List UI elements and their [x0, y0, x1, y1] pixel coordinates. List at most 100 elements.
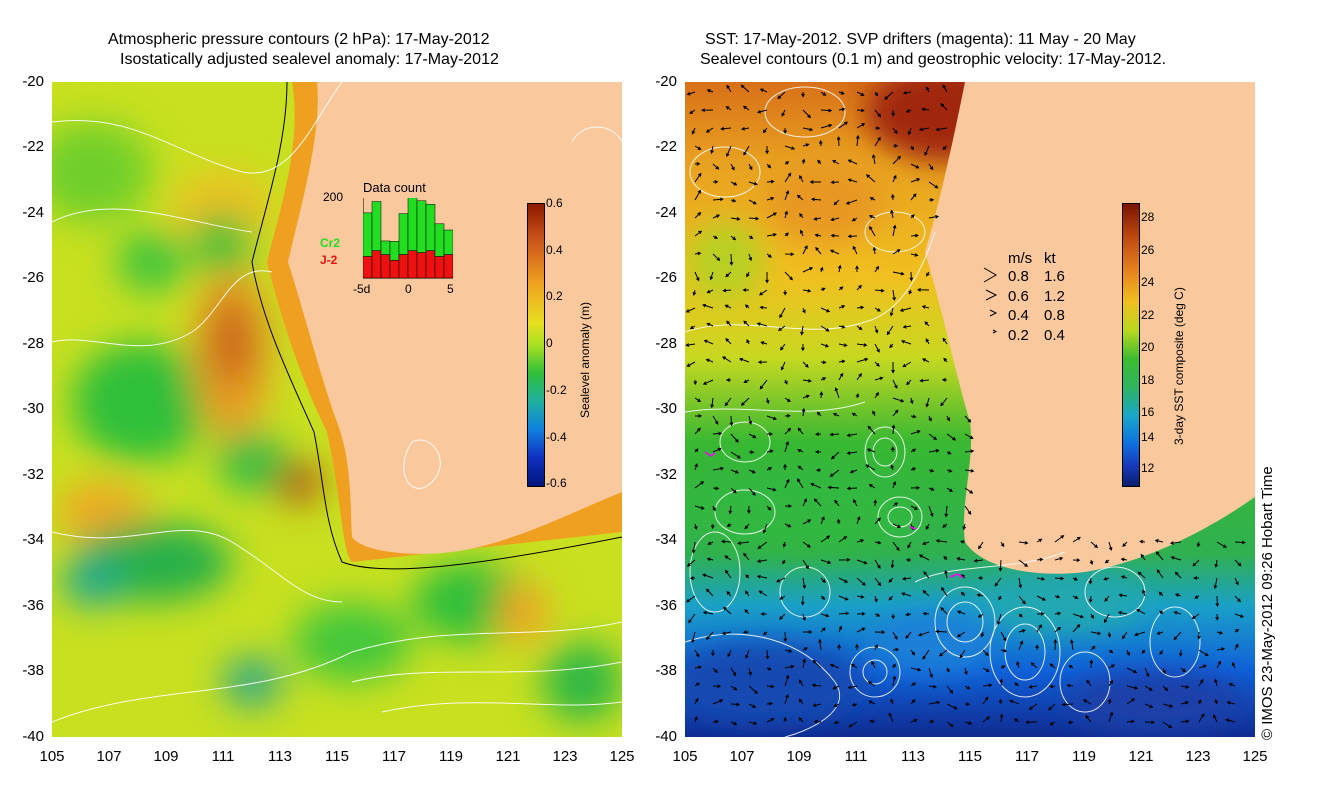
velocity-arrow — [838, 325, 846, 329]
velocity-arrow — [1180, 701, 1189, 705]
sealevel-colorbar-tick: 0 — [546, 336, 553, 350]
velocity-arrow — [802, 143, 810, 147]
velocity-arrow — [712, 235, 719, 239]
data-count-x-label: 5 — [447, 282, 454, 296]
velocity-arrow — [748, 415, 753, 425]
velocity-arrow — [1126, 698, 1136, 705]
velocity-arrow — [847, 685, 858, 690]
velocity-arrow — [686, 91, 696, 96]
velocity-arrow — [748, 667, 752, 676]
velocity-arrow — [762, 127, 768, 134]
velocity-arrow — [1117, 610, 1128, 615]
velocity-arrow — [1036, 611, 1045, 616]
velocity-key-ms: 0.4 — [1008, 307, 1029, 324]
velocity-arrow — [766, 701, 774, 706]
velocity-arrow — [846, 433, 858, 438]
velocity-arrow — [797, 478, 804, 489]
velocity-arrow — [722, 606, 732, 615]
velocity-arrow — [712, 699, 724, 705]
velocity-arrow — [725, 106, 732, 111]
velocity-arrow — [813, 719, 822, 724]
velocity-arrow — [874, 343, 880, 353]
velocity-arrow — [886, 325, 894, 336]
velocity-arrow — [820, 343, 830, 348]
velocity-arrow — [868, 700, 876, 705]
velocity-arrow — [956, 631, 966, 638]
velocity-arrow — [782, 559, 786, 565]
velocity-arrow — [800, 325, 804, 336]
right-x-tick: 111 — [844, 748, 868, 765]
sealevel-colorbar-tick: 0.2 — [546, 289, 563, 303]
velocity-arrow — [1028, 703, 1038, 710]
velocity-arrow — [928, 198, 935, 202]
velocity-arrow — [694, 715, 698, 723]
sealevel-colorbar — [527, 203, 545, 487]
velocity-arrow — [1126, 667, 1138, 674]
velocity-arrow — [1234, 613, 1244, 618]
velocity-arrow — [1066, 683, 1074, 688]
velocity-arrow — [1049, 663, 1056, 669]
sealevel-colorbar-tick: -0.4 — [546, 430, 567, 444]
velocity-arrow — [1162, 703, 1174, 708]
velocity-arrow — [892, 174, 897, 183]
sealevel-colorbar-tick: 0.6 — [546, 196, 563, 210]
velocity-arrow — [746, 339, 750, 345]
right-y-tick: -30 — [655, 400, 677, 417]
velocity-arrow — [1196, 541, 1201, 548]
velocity-arrow — [1174, 593, 1182, 597]
velocity-arrow — [1234, 540, 1246, 545]
velocity-arrow — [901, 592, 912, 597]
velocity-arrow — [1169, 541, 1182, 545]
right-y-tick: -28 — [655, 335, 677, 352]
right-y-tick: -40 — [655, 728, 677, 745]
velocity-arrow — [891, 109, 896, 117]
velocity-arrow — [910, 214, 915, 219]
velocity-arrow — [906, 379, 912, 386]
velocity-arrow — [816, 411, 822, 417]
velocity-arrow — [748, 181, 758, 186]
velocity-arrow — [890, 446, 895, 453]
data-count-x-label: 0 — [405, 282, 412, 296]
velocity-arrow — [703, 339, 714, 345]
velocity-arrow — [702, 610, 714, 615]
velocity-arrow — [923, 571, 930, 579]
velocity-arrow — [784, 427, 792, 435]
velocity-arrow — [834, 387, 840, 399]
velocity-arrow — [1016, 661, 1020, 669]
right-x-tick: 107 — [729, 748, 755, 765]
velocity-arrow — [799, 174, 804, 183]
velocity-arrow — [922, 611, 930, 616]
j2-count-bar — [416, 252, 427, 279]
velocity-arrow — [1215, 595, 1220, 608]
velocity-arrow — [874, 391, 879, 399]
velocity-arrow — [1108, 679, 1114, 687]
velocity-arrow — [802, 541, 811, 548]
velocity-arrow — [1214, 559, 1219, 568]
velocity-arrow — [802, 245, 808, 255]
velocity-arrow — [855, 643, 859, 651]
velocity-arrow — [1108, 664, 1116, 669]
right-x-tick: 125 — [1242, 748, 1268, 765]
velocity-arrow — [730, 667, 737, 677]
velocity-arrow — [745, 649, 750, 659]
velocity-arrow — [910, 682, 917, 687]
velocity-arrow — [815, 468, 822, 472]
velocity-arrow — [942, 337, 948, 345]
velocity-arrow — [982, 716, 991, 723]
velocity-arrow — [801, 158, 806, 165]
velocity-arrow — [694, 397, 702, 402]
velocity-arrow — [1036, 538, 1043, 543]
velocity-arrow — [784, 145, 796, 150]
velocity-arrow — [928, 415, 932, 422]
velocity-arrow — [928, 505, 934, 517]
velocity-arrow — [851, 217, 858, 222]
velocity-arrow — [849, 469, 858, 474]
velocity-arrow — [766, 415, 777, 421]
velocity-arrow — [838, 611, 850, 616]
velocity-arrow — [798, 698, 804, 705]
velocity-key-arrows — [983, 267, 998, 334]
velocity-arrow — [1162, 685, 1169, 692]
velocity-arrow — [910, 718, 918, 723]
velocity-arrow — [783, 127, 787, 134]
velocity-arrow — [1144, 685, 1153, 691]
